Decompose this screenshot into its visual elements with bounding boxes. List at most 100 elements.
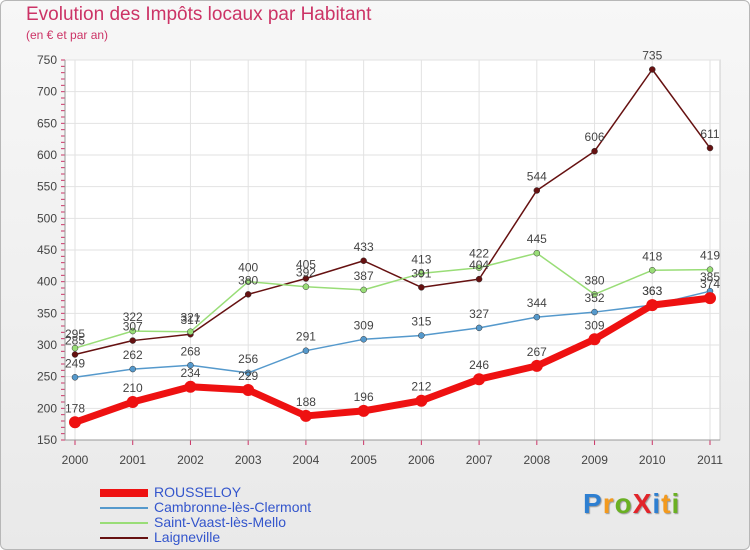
- data-point-saint-vaast-les-mello: [649, 267, 656, 274]
- legend-swatch: [100, 489, 148, 497]
- x-tick-label: 2000: [62, 453, 89, 467]
- data-label-saint-vaast-les-mello: 445: [527, 232, 547, 246]
- data-point-saint-vaast-les-mello: [706, 266, 714, 273]
- data-label-laigneville: 391: [411, 266, 431, 280]
- series-line-cambronne-les-clermont: [74, 290, 711, 379]
- legend-swatch: [100, 537, 148, 539]
- legend-item: Saint-Vaast-lès-Mello: [100, 514, 400, 530]
- x-tick-label: 2002: [177, 453, 204, 467]
- data-point-saint-vaast-les-mello: [475, 264, 483, 271]
- data-point-rousseloy: [184, 380, 197, 393]
- data-point-saint-vaast-les-mello: [360, 286, 367, 294]
- data-point-saint-vaast-les-mello: [71, 344, 79, 352]
- data-point-saint-vaast-les-mello: [244, 278, 252, 285]
- data-point-cambronne-les-clermont: [302, 347, 310, 354]
- data-point-saint-vaast-les-mello: [187, 328, 194, 335]
- logo-letter: X: [632, 488, 653, 519]
- y-tick-label: 550: [37, 180, 57, 194]
- y-tick-label: 450: [37, 243, 57, 257]
- x-tick-label: 2008: [523, 453, 550, 467]
- legend-label: Cambronne-lès-Clermont: [154, 499, 312, 515]
- data-point-cambronne-les-clermont: [591, 308, 598, 316]
- x-tick-label: 2001: [119, 453, 146, 467]
- data-label-rousseloy: 363: [642, 284, 662, 298]
- logo-letter: r: [602, 488, 615, 519]
- data-point-rousseloy: [415, 394, 428, 407]
- data-label-rousseloy: 196: [354, 390, 374, 404]
- data-label-rousseloy: 234: [180, 366, 200, 380]
- data-label-rousseloy: 210: [123, 381, 143, 395]
- data-label-cambronne-les-clermont: 385: [700, 270, 720, 284]
- legend-item: ROUSSELOY: [100, 484, 400, 500]
- data-point-rousseloy: [69, 416, 81, 429]
- data-point-laigneville: [418, 284, 425, 291]
- data-point-cambronne-les-clermont: [244, 369, 252, 377]
- y-tick-label: 600: [37, 148, 57, 162]
- data-point-cambronne-les-clermont: [187, 362, 194, 369]
- y-tick-label: 400: [37, 275, 57, 289]
- data-point-rousseloy: [646, 299, 659, 312]
- data-label-saint-vaast-les-mello: 418: [642, 249, 662, 263]
- data-point-cambronne-les-clermont: [475, 324, 483, 332]
- y-tick-label: 300: [37, 338, 57, 352]
- data-point-laigneville: [649, 66, 656, 73]
- x-tick-label: 2010: [639, 453, 666, 467]
- data-label-laigneville: 544: [527, 169, 547, 183]
- data-label-rousseloy: 246: [469, 358, 489, 372]
- x-tick-label: 2004: [293, 453, 320, 467]
- data-point-rousseloy: [299, 409, 312, 422]
- data-point-saint-vaast-les-mello: [418, 270, 425, 277]
- data-label-cambronne-les-clermont: 344: [527, 296, 547, 310]
- data-point-rousseloy: [530, 359, 543, 372]
- data-label-laigneville: 405: [296, 258, 316, 272]
- y-tick-label: 200: [37, 401, 57, 415]
- data-point-cambronne-les-clermont: [129, 365, 136, 373]
- data-label-cambronne-les-clermont: 249: [65, 356, 85, 370]
- data-label-laigneville: 307: [123, 320, 143, 334]
- data-point-cambronne-les-clermont: [360, 336, 367, 343]
- data-label-cambronne-les-clermont: 352: [585, 291, 605, 305]
- data-point-rousseloy: [704, 292, 716, 305]
- data-label-laigneville: 606: [585, 130, 605, 144]
- data-label-laigneville: 611: [700, 127, 719, 141]
- data-label-saint-vaast-les-mello: 321: [180, 311, 200, 325]
- data-label-cambronne-les-clermont: 309: [354, 318, 374, 332]
- data-point-laigneville: [129, 337, 136, 344]
- data-label-rousseloy: 374: [700, 277, 720, 291]
- data-label-cambronne-les-clermont: 363: [642, 284, 662, 298]
- data-point-rousseloy: [126, 396, 139, 408]
- data-point-laigneville: [71, 351, 79, 358]
- data-label-rousseloy: 267: [527, 345, 547, 359]
- y-tick-label: 350: [37, 306, 57, 320]
- data-label-rousseloy: 212: [411, 380, 431, 394]
- data-point-rousseloy: [242, 383, 255, 396]
- data-label-saint-vaast-les-mello: 422: [469, 247, 489, 261]
- data-label-saint-vaast-les-mello: 392: [296, 266, 316, 280]
- data-point-laigneville: [475, 275, 483, 283]
- data-label-saint-vaast-les-mello: 419: [700, 249, 720, 263]
- chart-title: Evolution des Impôts locaux par Habitant: [26, 4, 372, 25]
- legend-swatch: [100, 507, 148, 509]
- data-label-saint-vaast-les-mello: 380: [585, 273, 605, 287]
- data-point-cambronne-les-clermont: [71, 374, 79, 381]
- legend-label: ROUSSELOY: [154, 484, 242, 500]
- data-label-laigneville: 285: [65, 334, 85, 348]
- y-tick-label: 650: [37, 116, 57, 130]
- series-line-saint-vaast-les-mello: [74, 252, 711, 349]
- chart-legend: ROUSSELOY Cambronne-lès-Clermont Saint-Vaa…: [100, 484, 400, 545]
- data-point-laigneville: [302, 275, 310, 282]
- legend-swatch: [100, 522, 148, 524]
- data-point-laigneville: [360, 257, 367, 265]
- data-label-rousseloy: 309: [585, 318, 605, 332]
- data-point-laigneville: [706, 144, 714, 152]
- data-point-cambronne-les-clermont: [418, 332, 425, 339]
- data-point-rousseloy: [473, 373, 486, 386]
- data-point-cambronne-les-clermont: [533, 313, 541, 321]
- y-tick-label: 750: [37, 53, 57, 67]
- data-label-saint-vaast-les-mello: 387: [354, 269, 374, 283]
- data-label-laigneville: 317: [180, 313, 200, 327]
- data-label-rousseloy: 229: [238, 369, 258, 383]
- data-label-saint-vaast-les-mello: 400: [238, 261, 258, 275]
- proxiti-logo: ProXiti: [583, 488, 680, 520]
